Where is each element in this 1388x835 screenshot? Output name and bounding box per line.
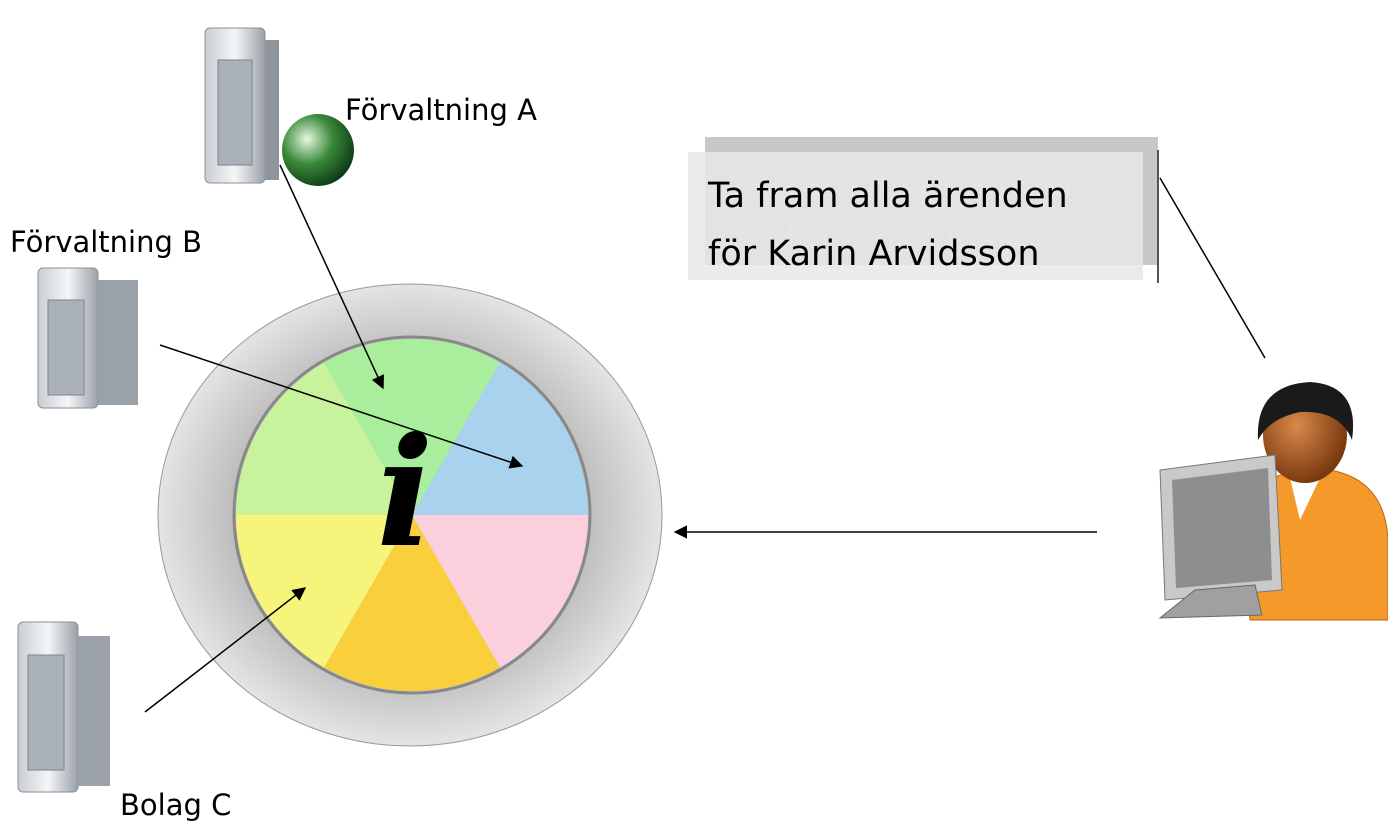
server-icon	[205, 28, 279, 183]
server-icon	[38, 268, 138, 408]
query-box: Ta fram alla ärenden för Karin Arvidsson…	[688, 137, 1158, 283]
query-text: för Karin Arvidsson	[708, 234, 1040, 274]
query-text: Ta fram alla ärenden	[707, 176, 1068, 216]
hub-symbol: i	[377, 405, 434, 581]
node-label: Förvaltning A	[345, 93, 537, 127]
user-icon	[1160, 382, 1388, 620]
server-icon	[18, 622, 110, 792]
node-label: Förvaltning B	[10, 225, 202, 259]
node-label: Bolag C	[120, 788, 231, 822]
diagram: Förvaltning A Förvaltning B Bolag C i Ta…	[0, 0, 1388, 835]
globe-icon	[282, 114, 354, 186]
page: Förvaltning A Förvaltning B Bolag C i Ta…	[0, 0, 1388, 835]
